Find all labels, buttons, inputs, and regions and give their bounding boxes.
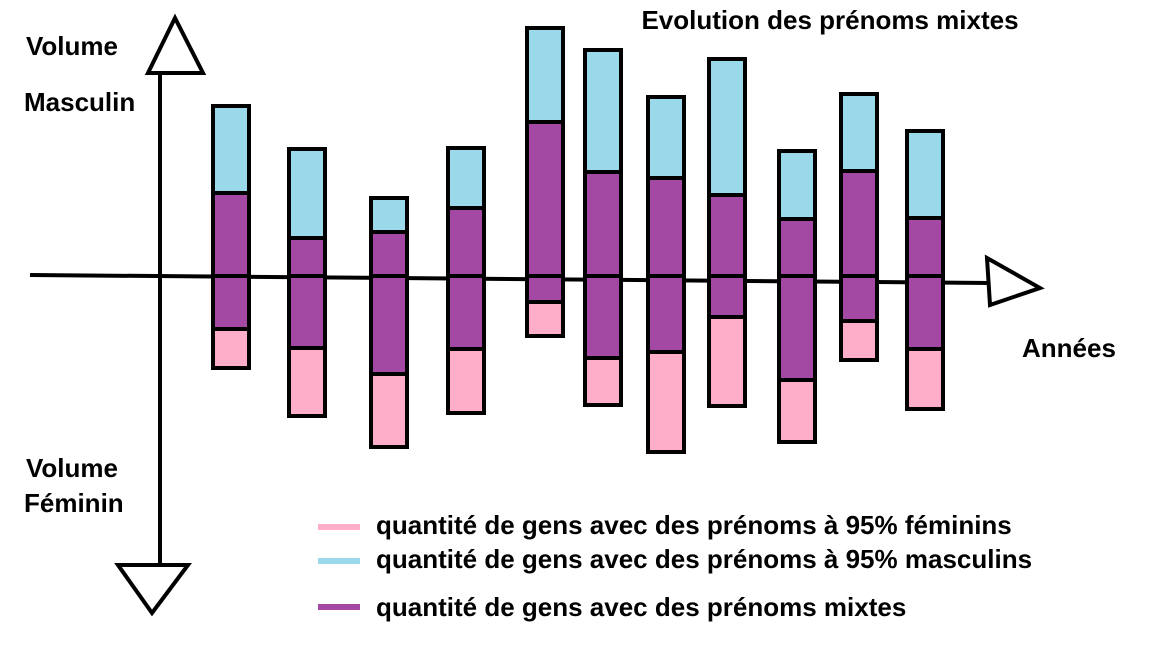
bar-segment [446, 274, 486, 351]
legend-label: quantité de gens avec des prénoms mixtes [376, 592, 906, 622]
up-arrow [144, 13, 207, 75]
bar-segment [369, 274, 409, 376]
y-label-down: Volume [26, 453, 118, 483]
bar-segment [777, 149, 817, 221]
bar-segment [583, 170, 623, 278]
bar-segment [583, 356, 623, 407]
bar-segment [369, 196, 409, 234]
bar-segment [839, 92, 879, 173]
bar-segment [287, 346, 327, 418]
bar-segment [525, 274, 565, 304]
bar-segment [777, 274, 817, 382]
bar-segment [211, 191, 251, 278]
bar-segment [211, 104, 251, 195]
legend-label: quantité de gens avec des prénoms à 95% … [376, 544, 1032, 574]
axes [29, 13, 1045, 617]
bar-segment [211, 274, 251, 331]
legend-label: quantité de gens avec des prénoms à 95% … [376, 510, 1012, 540]
bar-segment [446, 347, 486, 415]
bar-segment [646, 176, 686, 278]
bar-segment [525, 120, 565, 278]
bar-segment [646, 350, 686, 454]
right-arrow [984, 254, 1045, 308]
bar-segment [446, 206, 486, 278]
bar-segment [707, 274, 747, 319]
bar-segment [287, 274, 327, 350]
bar-segment [905, 216, 945, 278]
bar-segment [707, 193, 747, 278]
bar-segment [287, 236, 327, 278]
y-label-up: Volume [26, 31, 118, 61]
x-axis [29, 273, 991, 285]
bar-segment [707, 315, 747, 408]
bar-segment [839, 169, 879, 278]
bar-segment [646, 274, 686, 354]
bar-segment [905, 274, 945, 351]
bar-segment [583, 274, 623, 360]
bar-segment [525, 26, 565, 124]
down-arrow [114, 563, 192, 617]
bar-segment [777, 217, 817, 278]
y-label-down: Féminin [24, 488, 124, 518]
bar-segment [905, 347, 945, 411]
bar-segment [369, 372, 409, 449]
bar-segment [839, 274, 879, 323]
bar-segment [287, 147, 327, 240]
bar-segment [839, 319, 879, 362]
bar-segment [525, 300, 565, 338]
bar-segment [211, 327, 251, 370]
bar-segment [646, 95, 686, 180]
y-label-up: Masculin [24, 87, 135, 117]
bar-segment [583, 48, 623, 174]
x-label: Années [1022, 333, 1116, 363]
chart-title: Evolution des prénoms mixtes [641, 5, 1018, 35]
bar-segment [707, 57, 747, 197]
bar-segment [369, 230, 409, 278]
bar-segment [446, 146, 486, 210]
bar-segment [905, 129, 945, 220]
bar-segment [777, 378, 817, 444]
